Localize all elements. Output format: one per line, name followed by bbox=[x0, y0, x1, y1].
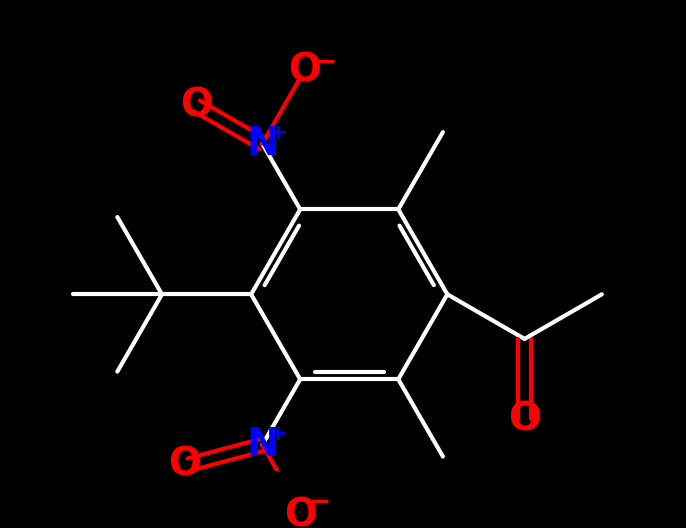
Text: N: N bbox=[246, 426, 279, 464]
Text: N: N bbox=[246, 125, 279, 163]
Text: +: + bbox=[269, 123, 287, 143]
Text: +: + bbox=[269, 424, 287, 444]
Text: −: − bbox=[308, 488, 331, 516]
Text: O: O bbox=[168, 446, 201, 484]
Text: O: O bbox=[508, 400, 541, 438]
Text: O: O bbox=[288, 52, 321, 90]
Text: O: O bbox=[180, 87, 213, 125]
Text: −: − bbox=[314, 48, 337, 76]
Text: O: O bbox=[284, 496, 317, 528]
